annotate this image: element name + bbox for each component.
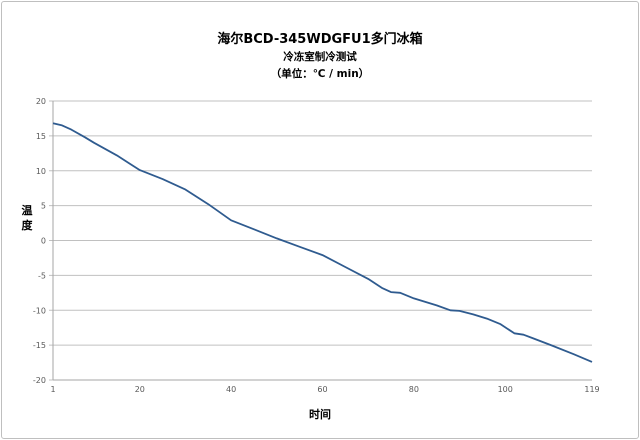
y-tick-label: 20: [36, 97, 46, 106]
x-tick-label: 80: [409, 385, 419, 394]
y-tick-label: 10: [36, 167, 46, 176]
chart-subtitle: 冷冻室制冷测试: [283, 51, 357, 63]
y-tick-label: -20: [33, 376, 46, 385]
x-axis-label: 时间: [309, 408, 331, 421]
y-tick-label: 0: [41, 237, 46, 246]
chart-title: 海尔BCD-345WDGFU1多门冰箱: [217, 32, 423, 47]
x-tick-label: 20: [135, 385, 145, 394]
y-tick-label: -10: [33, 306, 46, 315]
chart-unit-note: （单位：℃ / min）: [270, 68, 370, 80]
x-tick-label: 60: [317, 385, 327, 394]
x-tick-label: 1: [50, 385, 55, 394]
y-tick-label: -15: [33, 341, 46, 350]
x-tick-label: 119: [584, 385, 599, 394]
x-tick-label: 100: [498, 385, 513, 394]
y-tick-label: -5: [38, 271, 46, 280]
temperature-line: [52, 122, 593, 363]
y-tick-label: 5: [41, 202, 46, 211]
y-axis-label: 温度: [21, 204, 33, 232]
y-tick-label: 15: [36, 132, 46, 141]
x-tick-label: 40: [226, 385, 236, 394]
